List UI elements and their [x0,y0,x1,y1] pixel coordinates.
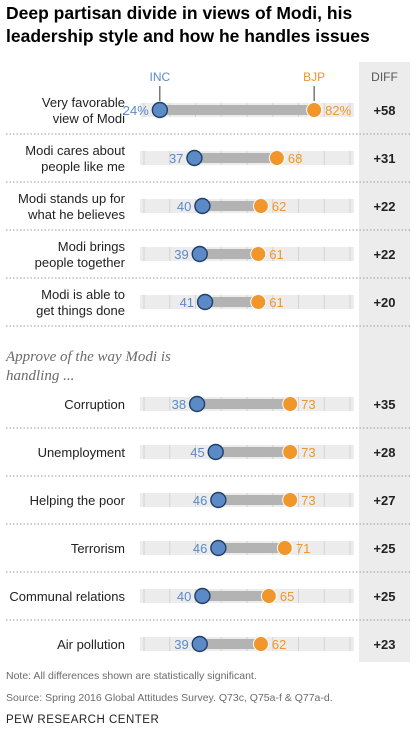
bjp-dot [250,294,267,310]
note-text: Note: All differences shown are statisti… [6,670,257,682]
gap-bar [199,639,261,649]
diff-value: +28 [373,445,395,460]
bjp-value-label: 82% [325,103,351,118]
row-label: Modi stands up for [18,191,126,206]
gap-bar [199,249,259,259]
bjp-value-label: 73 [301,493,315,508]
diff-value: +25 [373,541,395,556]
diff-column-bg [359,62,410,662]
bjp-value-label: 73 [301,397,315,412]
row-label: what he believes [27,207,125,222]
inc-dot [151,101,169,119]
row-label: Terrorism [71,541,125,556]
inc-value-label: 45 [190,445,204,460]
diff-value: +22 [373,199,395,214]
bjp-dot [306,102,323,118]
inc-value-label: 24% [123,103,149,118]
inc-dot [210,539,227,557]
diff-value: +58 [373,103,395,118]
chart-title: Deep partisan divide in views of Modi, h… [6,3,370,46]
gap-bar [218,543,285,553]
diff-value: +20 [373,295,395,310]
diff-value: +27 [373,493,395,508]
inc-dot [210,491,227,509]
row-label: view of Modi [53,111,125,126]
gap-bar [197,399,291,409]
legend-bjp: BJP [303,70,325,84]
row-label: Helping the poor [30,493,126,508]
gap-bar [205,297,259,307]
bjp-value-label: 71 [296,541,310,556]
bjp-value-label: 73 [301,445,315,460]
row-label: people together [35,255,126,270]
gap-bar [215,447,291,457]
section-label: Approve of the way Modi is handling ... [6,349,171,384]
inc-value-label: 39 [174,637,188,652]
row-label: Modi cares about [25,143,125,158]
inc-value-label: 37 [169,151,183,166]
diff-value: +23 [373,637,395,652]
gap-bar [159,105,315,115]
organization-name: PEW RESEARCH CENTER [6,714,160,726]
inc-dot [196,293,214,311]
inc-value-label: 40 [177,199,191,214]
bjp-value-label: 62 [272,637,286,652]
row-label: Modi brings [58,239,126,254]
row-label: Very favorable [42,95,125,110]
row-label: Unemployment [38,445,126,460]
row-label: Modi is able to [41,287,125,302]
inc-value-label: 46 [193,541,207,556]
inc-value-label: 39 [174,247,188,262]
gap-bar [202,591,269,601]
source-text: Source: Spring 2016 Global Attitudes Sur… [6,692,333,704]
bjp-value-label: 61 [269,247,283,262]
inc-dot [188,395,206,413]
gap-bar [218,495,291,505]
inc-dot [191,245,208,263]
inc-dot [194,587,211,605]
row-label: Air pollution [57,637,125,652]
row-label: Corruption [64,397,125,412]
bjp-value-label: 61 [269,295,283,310]
bjp-dot [282,396,299,412]
bjp-dot [282,492,299,508]
gap-bar [194,153,277,163]
bjp-dot [252,636,269,652]
inc-value-label: 38 [172,397,186,412]
diff-value: +35 [373,397,395,412]
bjp-dot [276,540,293,556]
legend-inc: INC [150,70,171,84]
bjp-dot [250,246,267,262]
inc-value-label: 46 [193,493,207,508]
inc-dot [191,635,208,653]
bjp-value-label: 65 [280,589,294,604]
diff-value: +22 [373,247,395,262]
inc-dot [186,149,203,167]
bjp-dot [282,444,299,460]
diff-value: +31 [373,151,395,166]
inc-value-label: 40 [177,589,191,604]
bjp-value-label: 62 [272,199,286,214]
bjp-dot [260,588,277,604]
inc-dot [194,197,211,215]
gap-bar [202,201,261,211]
inc-value-label: 41 [180,295,194,310]
row-label: people like me [41,159,125,174]
bjp-dot [268,150,285,166]
row-label: get things done [36,303,125,318]
diff-header: DIFF [371,70,398,84]
diff-value: +25 [373,589,395,604]
bjp-value-label: 68 [288,151,302,166]
row-label: Communal relations [9,589,125,604]
inc-dot [207,443,224,461]
bjp-dot [252,198,269,214]
